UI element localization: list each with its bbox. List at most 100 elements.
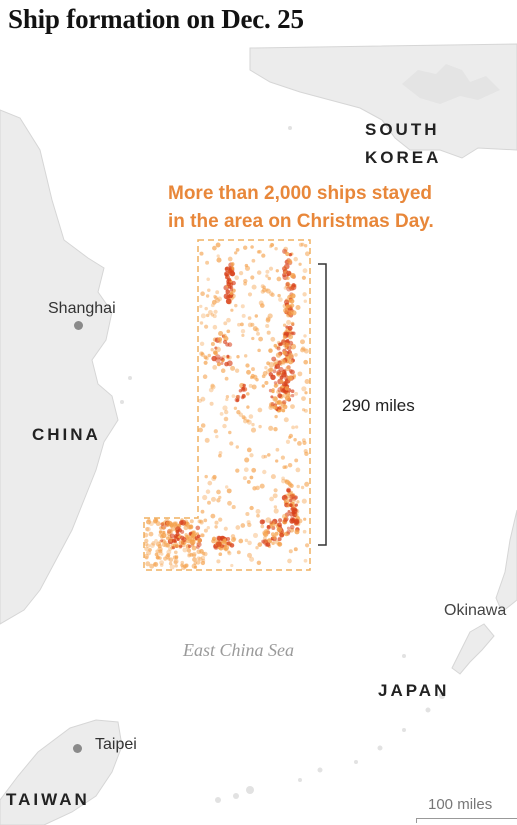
ship-dot (179, 535, 185, 541)
ship-dot (281, 371, 288, 377)
ship-dot (287, 334, 294, 340)
ship-dot (149, 542, 155, 549)
ship-dot (154, 552, 159, 557)
ship-dot (227, 500, 232, 506)
ship-dot (274, 246, 278, 251)
ship-dot (263, 454, 268, 459)
ship-dot (263, 536, 267, 540)
ship-dot (234, 303, 238, 308)
ship-dot (274, 539, 280, 545)
distance-label: 290 miles (342, 396, 415, 415)
ship-dot (175, 526, 181, 532)
ship-dot (275, 352, 282, 358)
ship-dot (205, 294, 210, 298)
ship-dot (276, 346, 281, 351)
ship-dot (285, 251, 290, 257)
ship-dot (145, 561, 151, 567)
ship-dot (297, 371, 303, 377)
ship-dot (301, 396, 306, 401)
ship-dot (163, 556, 168, 561)
ship-dot (304, 391, 308, 395)
ship-dot (174, 535, 178, 540)
ship-dot (285, 304, 290, 309)
ship-dot (227, 268, 233, 273)
ship-dot (222, 333, 227, 338)
ship-dot (244, 538, 249, 543)
ship-dot (291, 517, 295, 522)
ship-dot (290, 293, 296, 299)
ship-dot (265, 517, 272, 523)
ryukyu-islands (120, 126, 445, 803)
ship-dot (215, 242, 221, 248)
ship-dot (143, 553, 149, 559)
ship-dot (153, 562, 157, 566)
ship-dot (204, 437, 210, 443)
ship-dot (225, 295, 231, 300)
ship-dot (231, 505, 236, 510)
ship-dot (179, 520, 184, 525)
ship-dot (261, 454, 266, 459)
ship-dot (210, 383, 215, 388)
ship-dot (203, 551, 208, 557)
ship-dot (289, 303, 295, 308)
ship-dot (281, 408, 286, 413)
ship-dot (196, 545, 200, 549)
ship-dot (286, 529, 291, 534)
ship-dot (294, 458, 299, 463)
ship-dot (278, 406, 282, 410)
ship-dot (287, 258, 293, 265)
ship-dot (288, 496, 292, 500)
ship-dot (302, 268, 308, 274)
ship-dot (276, 389, 281, 394)
ship-dot (205, 260, 210, 265)
ship-dot (261, 539, 265, 544)
ship-dot (197, 519, 202, 524)
ship-dot (268, 402, 275, 408)
ship-dot (226, 281, 231, 287)
ship-dot (265, 288, 269, 292)
sea-label: East China Sea (183, 640, 294, 660)
ship-dot (210, 347, 214, 352)
ship-dot (226, 354, 230, 358)
ship-dot (216, 489, 221, 495)
ship-dot (294, 391, 299, 396)
ship-dot (278, 366, 284, 373)
ship-dot (148, 531, 154, 537)
ship-dot (298, 242, 303, 247)
ship-dot (225, 397, 229, 402)
ship-dot (214, 525, 218, 529)
ship-dot (270, 395, 274, 399)
ship-dot (161, 532, 167, 539)
ship-dot (216, 535, 223, 541)
ship-dot (219, 356, 224, 361)
ship-dot (251, 384, 257, 390)
ship-dot (300, 485, 305, 490)
ship-dot (291, 493, 296, 498)
ship-dot (252, 532, 259, 538)
ship-dot (235, 445, 239, 449)
ship-dot (304, 451, 309, 457)
ship-dot (155, 555, 160, 560)
ship-dot (225, 395, 230, 399)
ship-dot (249, 475, 254, 480)
ship-dot (285, 312, 292, 318)
ship-dot (166, 553, 171, 558)
ship-dot (143, 532, 149, 538)
ship-dot (245, 511, 250, 517)
ship-dot (218, 495, 222, 500)
ship-dot (200, 533, 204, 538)
ship-dot (212, 365, 218, 370)
ship-dot (245, 363, 250, 368)
ship-dot (224, 266, 229, 271)
ship-dot (285, 282, 290, 287)
korea-land (249, 43, 517, 159)
ship-dot (286, 487, 292, 493)
ship-dot (265, 317, 271, 323)
ship-dot (284, 395, 291, 401)
ship-dot (302, 440, 307, 445)
ship-dot (261, 253, 266, 258)
ship-dot (289, 298, 295, 304)
ship-dot (206, 277, 210, 282)
ship-dot (189, 539, 196, 546)
ship-dot (269, 367, 274, 372)
